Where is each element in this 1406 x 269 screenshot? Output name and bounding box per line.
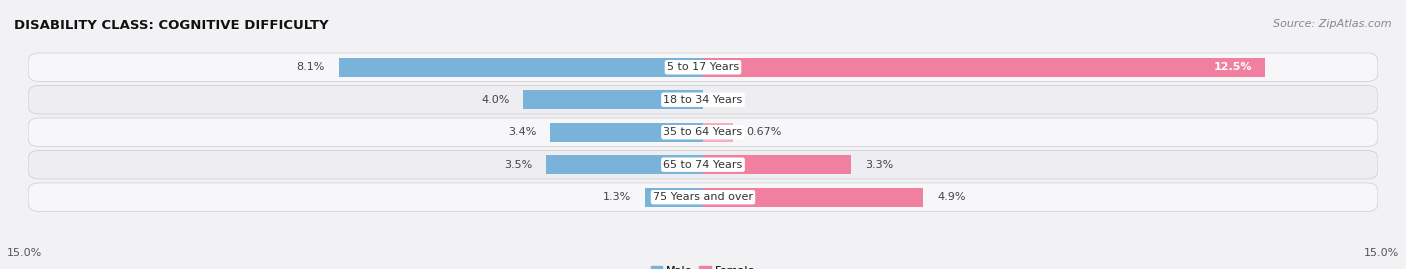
Text: 8.1%: 8.1% xyxy=(297,62,325,72)
Bar xyxy=(703,123,733,142)
Text: 65 to 74 Years: 65 to 74 Years xyxy=(664,160,742,170)
Text: Source: ZipAtlas.com: Source: ZipAtlas.com xyxy=(1274,19,1392,29)
Bar xyxy=(644,188,703,207)
Legend: Male, Female: Male, Female xyxy=(647,261,759,269)
Bar xyxy=(546,155,703,174)
Text: 0.0%: 0.0% xyxy=(717,95,745,105)
FancyBboxPatch shape xyxy=(28,86,1378,114)
Bar xyxy=(703,58,1265,77)
Text: 5 to 17 Years: 5 to 17 Years xyxy=(666,62,740,72)
Bar xyxy=(550,123,703,142)
FancyBboxPatch shape xyxy=(28,118,1378,147)
Text: 4.9%: 4.9% xyxy=(936,192,966,202)
Text: 15.0%: 15.0% xyxy=(7,248,42,258)
Text: 3.3%: 3.3% xyxy=(865,160,893,170)
Bar xyxy=(703,188,924,207)
Text: 0.67%: 0.67% xyxy=(747,127,782,137)
Text: 15.0%: 15.0% xyxy=(1364,248,1399,258)
Text: 1.3%: 1.3% xyxy=(603,192,631,202)
Text: 18 to 34 Years: 18 to 34 Years xyxy=(664,95,742,105)
Text: 35 to 64 Years: 35 to 64 Years xyxy=(664,127,742,137)
Bar xyxy=(523,90,703,109)
Bar xyxy=(703,155,852,174)
Text: 4.0%: 4.0% xyxy=(481,95,509,105)
FancyBboxPatch shape xyxy=(28,183,1378,211)
FancyBboxPatch shape xyxy=(28,150,1378,179)
Text: 12.5%: 12.5% xyxy=(1213,62,1251,72)
FancyBboxPatch shape xyxy=(28,53,1378,82)
Bar xyxy=(339,58,703,77)
Text: 3.5%: 3.5% xyxy=(503,160,531,170)
Text: 75 Years and over: 75 Years and over xyxy=(652,192,754,202)
Text: 3.4%: 3.4% xyxy=(508,127,537,137)
Text: DISABILITY CLASS: COGNITIVE DIFFICULTY: DISABILITY CLASS: COGNITIVE DIFFICULTY xyxy=(14,19,329,32)
